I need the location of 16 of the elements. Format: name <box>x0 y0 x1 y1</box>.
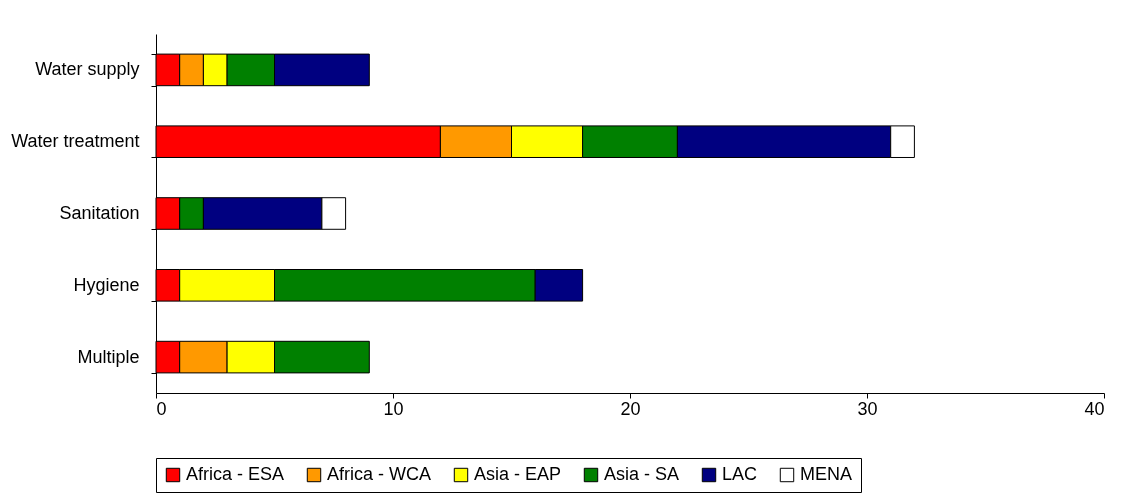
y-tick-label: Water supply <box>35 59 140 80</box>
y-tick-label: Hygiene <box>73 274 140 295</box>
legend-label: Asia - EAP <box>474 464 562 484</box>
x-tick-label: 0 <box>156 398 167 419</box>
legend-label: Africa - WCA <box>327 464 432 484</box>
legend-label: Asia - SA <box>604 464 680 484</box>
x-tick-label: 20 <box>620 398 641 419</box>
legend-label: MENA <box>800 464 853 484</box>
y-tick-label: Sanitation <box>59 203 140 223</box>
x-tick-label: 30 <box>857 398 878 419</box>
x-tick-label: 10 <box>383 398 404 419</box>
legend-label: Africa - ESA <box>186 464 285 484</box>
legend-label: LAC <box>722 464 758 484</box>
y-tick-label: Multiple <box>77 346 140 367</box>
x-tick-label: 40 <box>1084 398 1105 419</box>
y-tick-label: Water treatment <box>11 131 140 152</box>
